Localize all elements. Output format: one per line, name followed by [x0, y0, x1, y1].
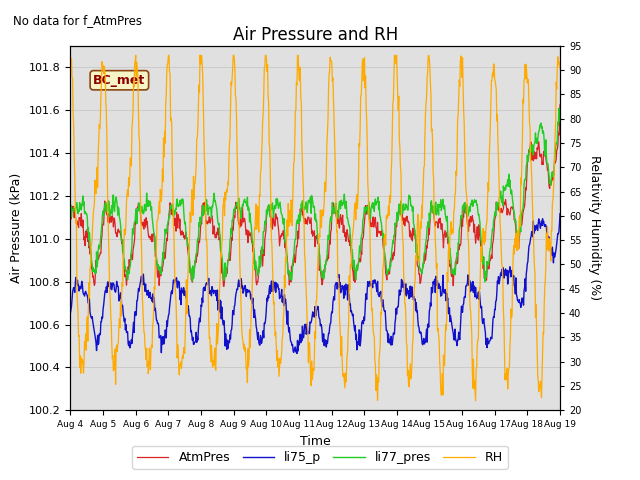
AtmPres: [490, 235, 497, 240]
Title: Air Pressure and RH: Air Pressure and RH: [232, 26, 398, 44]
Line: RH: RH: [70, 55, 560, 401]
Legend: AtmPres, li75_p, li77_pres, RH: AtmPres, li75_p, li77_pres, RH: [132, 446, 508, 469]
li77_pres: [556, 110, 564, 116]
AtmPres: [556, 102, 564, 108]
Text: BC_met: BC_met: [93, 74, 145, 87]
li77_pres: [490, 218, 497, 224]
RH: [490, 61, 498, 67]
Text: No data for f_AtmPres: No data for f_AtmPres: [13, 14, 142, 27]
Y-axis label: Relativity Humidity (%): Relativity Humidity (%): [588, 156, 601, 300]
AtmPres: [120, 261, 127, 266]
li77_pres: [194, 235, 202, 241]
Line: AtmPres: AtmPres: [70, 105, 560, 286]
li75_p: [67, 310, 74, 316]
li77_pres: [481, 279, 489, 285]
Line: li75_p: li75_p: [70, 214, 560, 353]
AtmPres: [415, 271, 423, 277]
li77_pres: [67, 209, 74, 215]
Y-axis label: Air Pressure (kPa): Air Pressure (kPa): [10, 173, 24, 283]
li77_pres: [435, 202, 443, 207]
AtmPres: [194, 250, 202, 255]
RH: [472, 398, 479, 404]
RH: [436, 358, 444, 363]
RH: [556, 66, 564, 72]
Line: li77_pres: li77_pres: [70, 108, 560, 282]
li77_pres: [276, 201, 284, 207]
RH: [132, 52, 140, 58]
li77_pres: [120, 258, 127, 264]
li75_p: [490, 313, 497, 319]
li75_p: [120, 315, 127, 321]
AtmPres: [67, 213, 74, 219]
AtmPres: [276, 238, 284, 244]
li75_p: [194, 337, 202, 343]
li75_p: [556, 211, 564, 216]
RH: [67, 71, 74, 77]
RH: [120, 252, 127, 258]
RH: [276, 356, 284, 361]
li75_p: [293, 350, 301, 356]
li75_p: [415, 329, 423, 335]
li75_p: [276, 296, 284, 301]
li77_pres: [555, 106, 563, 111]
AtmPres: [436, 216, 444, 222]
li75_p: [436, 285, 444, 291]
RH: [415, 260, 423, 265]
li77_pres: [415, 254, 423, 260]
AtmPres: [220, 283, 228, 289]
X-axis label: Time: Time: [300, 435, 331, 448]
RH: [195, 102, 202, 108]
